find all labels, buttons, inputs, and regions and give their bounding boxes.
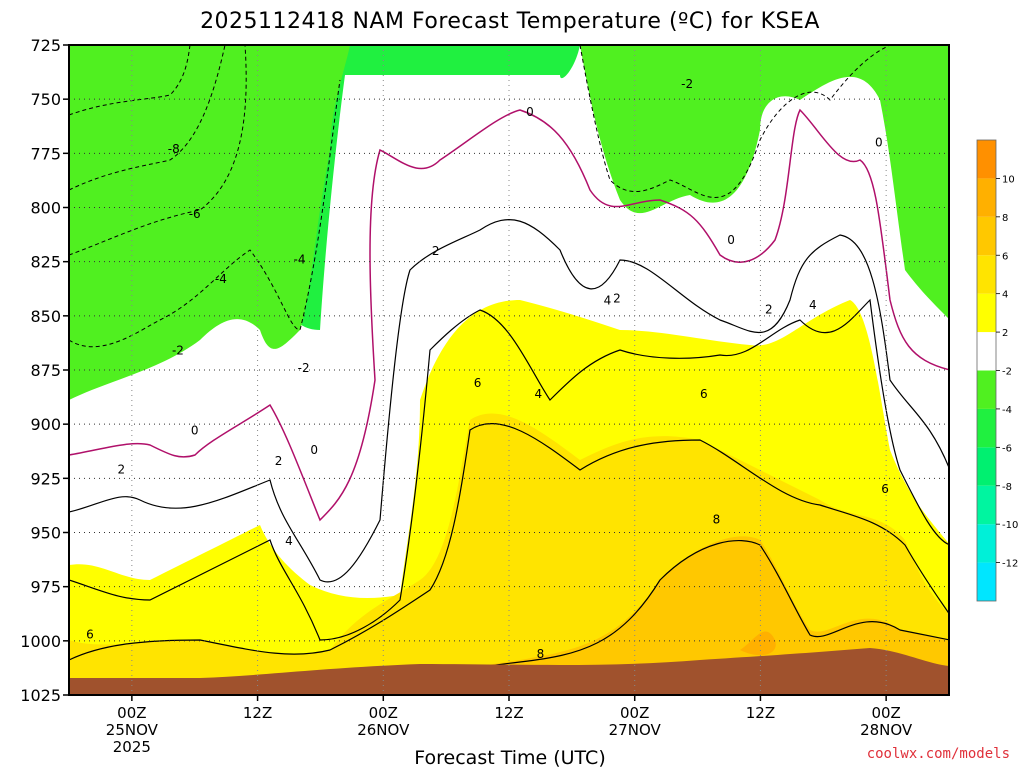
y-tick-label: 750 — [30, 90, 61, 109]
contour-line-1 — [69, 219, 949, 583]
colorbar-swatch — [977, 140, 996, 179]
x-tick-label: 12Z — [494, 704, 523, 722]
contour-label: 0 — [727, 233, 735, 247]
contour-line-7 — [69, 45, 226, 191]
y-tick-label: 900 — [30, 415, 61, 434]
x-tick-label: 00Z — [369, 704, 398, 722]
y-tick-label: 775 — [30, 144, 61, 163]
x-tick-label: 25NOV — [106, 721, 159, 739]
contour-label: -6 — [189, 207, 201, 221]
temperature-band-9 — [740, 631, 776, 656]
colorbar-label: -6 — [1002, 443, 1012, 454]
colorbar-swatch — [977, 255, 996, 294]
y-tick-label: 950 — [30, 524, 61, 543]
contour-label: -4 — [293, 253, 305, 267]
contour-label: -2 — [172, 344, 184, 358]
y-tick-label: 825 — [30, 253, 61, 272]
gridlines — [69, 45, 949, 695]
colorbar-label: 8 — [1002, 213, 1008, 224]
terrain-ground — [69, 648, 949, 695]
colorbar-swatch — [977, 178, 996, 217]
contour-label: 0 — [526, 105, 534, 119]
colorbar-legend: -12 -10 -8 -6 -4 -2 2 4 6 8 10 — [976, 139, 1018, 602]
colorbar-swatch — [977, 370, 996, 409]
contour-label: 6 — [881, 482, 889, 496]
y-tick-label: 725 — [30, 36, 61, 55]
chart-title: 2025112418 NAM Forecast Temperature (ºC)… — [200, 9, 820, 34]
x-tick-label: 26NOV — [357, 721, 410, 739]
contour-line-6 — [69, 45, 247, 256]
x-tick-label: 27NOV — [609, 721, 662, 739]
y-tick-label: 975 — [30, 578, 61, 597]
y-tick-label: 1025 — [20, 686, 61, 705]
colorbar-label: 6 — [1002, 251, 1008, 262]
x-tick-label: 12Z — [746, 704, 775, 722]
contour-label: 4 — [809, 298, 817, 312]
contour-label: 0 — [191, 424, 199, 438]
contour-line-3 — [69, 422, 949, 661]
contour-label: -2 — [681, 77, 693, 91]
contour-label: -2 — [298, 361, 310, 375]
x-tick-label: 00Z — [620, 704, 649, 722]
contour-label: 4 — [285, 534, 293, 548]
colorbar-swatch — [977, 562, 996, 601]
contour-label: 4 — [535, 387, 543, 401]
contour-label: 2 — [432, 244, 440, 258]
colorbar-swatch — [977, 293, 996, 333]
x-tick-label: 28NOV — [860, 721, 913, 739]
contour-label: 2 — [118, 463, 126, 477]
x-axis-label: Forecast Time (UTC) — [414, 747, 605, 768]
contour-label: 0 — [310, 443, 318, 457]
contour-label: -8 — [168, 142, 180, 156]
colorbar-swatch — [977, 216, 996, 256]
y-tick-label: 925 — [30, 469, 61, 488]
colorbar-swatch — [977, 524, 996, 563]
temperature-band-4 — [69, 45, 949, 400]
x-tick-label: 00Z — [871, 704, 900, 722]
colorbar-swatch — [977, 485, 996, 525]
contour-label: 2 — [275, 454, 283, 468]
contour-label: 6 — [474, 376, 482, 390]
y-tick-label: 800 — [30, 199, 61, 218]
colorbar-label: -8 — [1002, 482, 1012, 493]
contour-line-5 — [69, 79, 341, 348]
credit-text: coolwx.com/models — [867, 746, 1010, 762]
colorbar-swatch — [977, 408, 996, 448]
contour-line-8 — [69, 45, 191, 116]
x-tick-label: 2025 — [113, 738, 151, 756]
contour-label: 8 — [537, 647, 545, 661]
contour-label: -4 — [215, 272, 227, 286]
contour-label: 2 — [613, 292, 621, 306]
contour-lines — [69, 45, 949, 695]
colorbar-label: -10 — [1002, 520, 1018, 531]
contour-label: 6 — [86, 627, 94, 641]
contour-label: 6 — [700, 387, 708, 401]
x-tick-label: 00Z — [117, 704, 146, 722]
colorbar-swatch — [977, 447, 996, 486]
colorbar-swatch — [977, 332, 996, 371]
x-tick-label: 12Z — [243, 704, 272, 722]
contour-label: 2 — [765, 302, 773, 316]
colorbar-label: 10 — [1002, 174, 1015, 185]
contour-label: 4 — [604, 294, 612, 308]
contour-line-2 — [69, 298, 949, 641]
contour-label: 8 — [713, 513, 721, 527]
colorbar-label: 2 — [1002, 328, 1008, 339]
colorbar-label: -12 — [1002, 559, 1018, 570]
y-tick-label: 1000 — [20, 632, 61, 651]
contour-label: 0 — [875, 136, 883, 150]
colorbar-label: -2 — [1002, 367, 1012, 378]
y-tick-label: 850 — [30, 307, 61, 326]
y-axis: 725 750 775 800 825 850 875 900 925 950 975 1000 102… — [20, 36, 69, 705]
colorbar-label: -4 — [1002, 405, 1012, 416]
contour-line-9 — [579, 45, 891, 198]
y-tick-label: 875 — [30, 361, 61, 380]
colorbar-label: 4 — [1002, 290, 1008, 301]
contour-line-0 — [69, 108, 949, 522]
